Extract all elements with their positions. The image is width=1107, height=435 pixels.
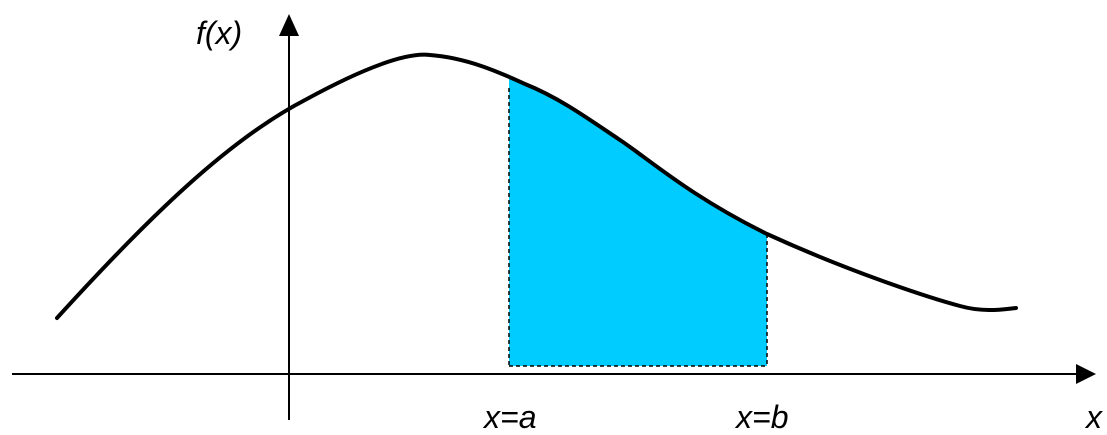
arrow-right-icon	[1076, 364, 1096, 384]
lower-bound-label: x=a	[482, 399, 536, 435]
y-axis-label: f(x)	[196, 15, 242, 51]
x-axis-label: x	[1084, 399, 1103, 435]
arrow-up-icon	[279, 14, 299, 36]
density-curve	[55, 52, 1018, 320]
shaded-probability-area	[509, 76, 767, 366]
upper-bound-label: x=b	[734, 399, 788, 435]
